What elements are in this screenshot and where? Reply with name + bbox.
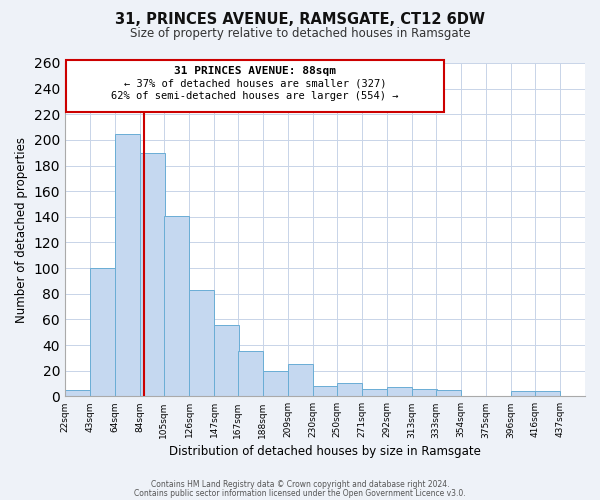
Bar	[535, 391, 560, 396]
Text: Contains public sector information licensed under the Open Government Licence v3: Contains public sector information licen…	[134, 488, 466, 498]
Bar	[511, 391, 536, 396]
Bar	[263, 370, 288, 396]
Text: 31 PRINCES AVENUE: 88sqm: 31 PRINCES AVENUE: 88sqm	[174, 66, 336, 76]
Text: Contains HM Land Registry data © Crown copyright and database right 2024.: Contains HM Land Registry data © Crown c…	[151, 480, 449, 489]
Text: ← 37% of detached houses are smaller (327): ← 37% of detached houses are smaller (32…	[124, 78, 386, 88]
Bar	[387, 388, 412, 396]
Bar	[362, 388, 387, 396]
Bar	[140, 152, 165, 396]
Bar	[313, 386, 338, 396]
Text: 62% of semi-detached houses are larger (554) →: 62% of semi-detached houses are larger (…	[112, 91, 399, 101]
Bar	[288, 364, 313, 396]
X-axis label: Distribution of detached houses by size in Ramsgate: Distribution of detached houses by size …	[169, 444, 481, 458]
Bar	[214, 324, 239, 396]
Bar	[65, 390, 90, 396]
Bar	[115, 134, 140, 396]
Bar	[164, 216, 189, 396]
Text: Size of property relative to detached houses in Ramsgate: Size of property relative to detached ho…	[130, 28, 470, 40]
Y-axis label: Number of detached properties: Number of detached properties	[15, 136, 28, 322]
Bar	[337, 384, 362, 396]
Bar	[189, 290, 214, 397]
FancyBboxPatch shape	[66, 60, 444, 112]
Bar	[436, 390, 461, 396]
Bar	[90, 268, 115, 396]
Bar	[412, 388, 437, 396]
Bar	[238, 352, 263, 397]
Text: 31, PRINCES AVENUE, RAMSGATE, CT12 6DW: 31, PRINCES AVENUE, RAMSGATE, CT12 6DW	[115, 12, 485, 28]
